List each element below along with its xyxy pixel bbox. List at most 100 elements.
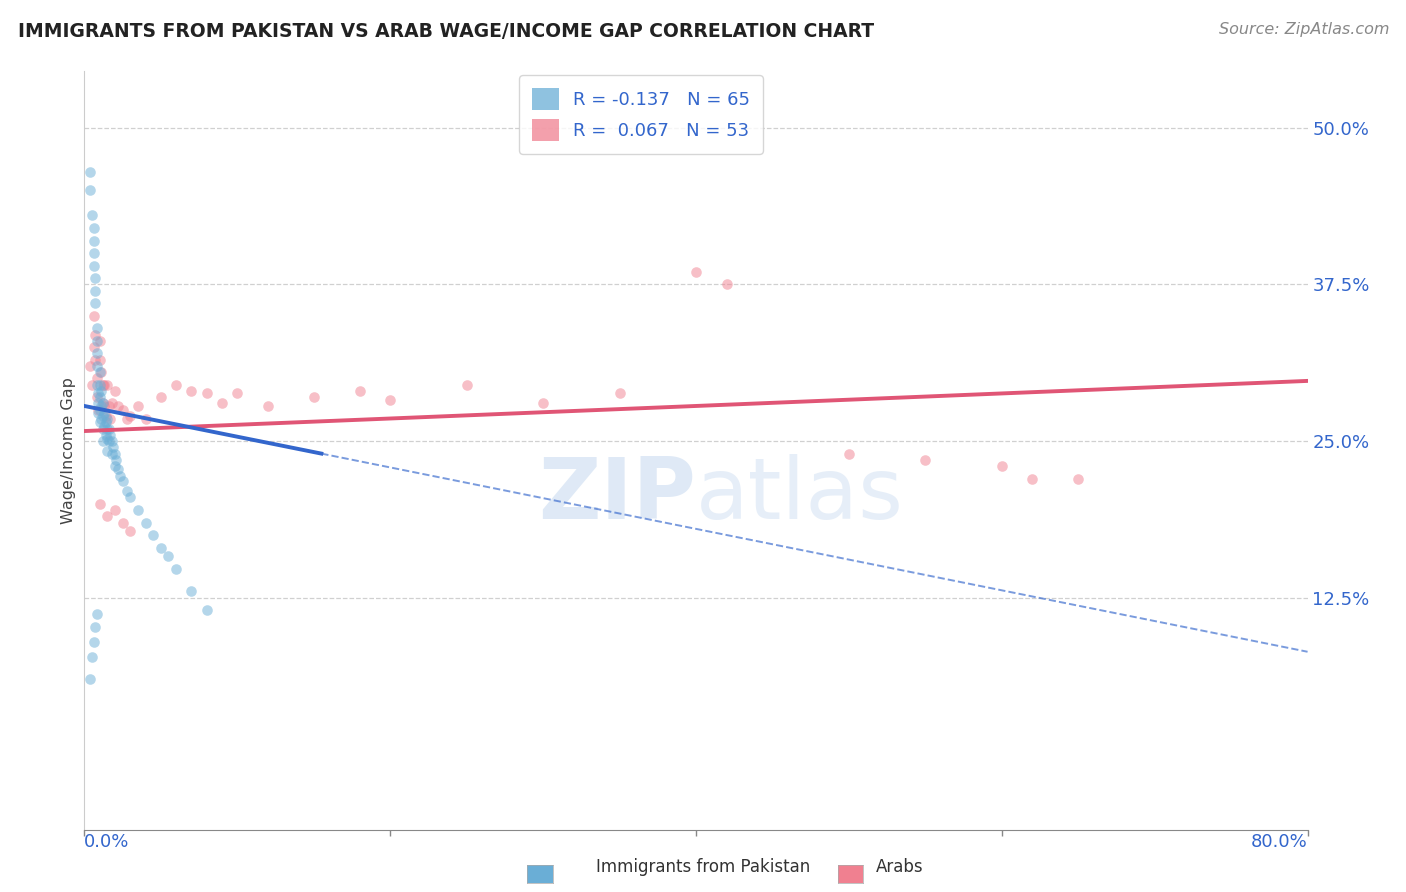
Legend: R = -0.137   N = 65, R =  0.067   N = 53: R = -0.137 N = 65, R = 0.067 N = 53 [519,75,763,153]
Point [86,346,108,360]
Point [101,434,124,448]
Point [83,221,105,235]
Point [98,411,121,425]
Point [211,396,233,410]
Point [107,399,129,413]
Point [89,415,111,429]
Point [226,386,249,401]
Point [86,607,108,621]
Point [257,399,280,413]
Point [86,371,108,385]
Point [79,183,101,197]
Point [93,399,115,413]
Point [135,516,157,530]
Point [83,340,105,354]
Point [91,396,114,410]
Point [91,421,114,435]
Point [93,377,115,392]
Point [87,386,110,401]
Point [86,321,108,335]
Point [91,396,114,410]
Point [89,334,111,348]
Point [84,327,107,342]
Point [89,390,111,404]
Point [96,421,118,435]
Point [83,634,105,648]
Point [80,377,103,392]
Point [101,447,124,461]
Point [89,352,111,367]
Point [89,402,111,417]
Point [87,396,110,410]
Y-axis label: Wage/Income Gap: Wage/Income Gap [60,377,76,524]
Point [349,384,371,398]
Point [104,459,127,474]
Point [96,509,118,524]
Text: Arabs: Arabs [876,858,924,876]
Point [84,284,107,298]
Text: Source: ZipAtlas.com: Source: ZipAtlas.com [1219,22,1389,37]
Point [96,432,118,446]
Point [135,411,157,425]
Point [93,419,115,434]
Point [80,649,103,664]
Point [1067,472,1090,486]
Point [91,377,114,392]
Point [89,497,111,511]
Point [716,277,738,292]
Point [83,246,105,260]
Point [104,447,127,461]
Text: 0.0%: 0.0% [84,833,129,851]
Point [1021,472,1043,486]
Point [89,377,111,392]
Point [84,352,107,367]
Point [149,390,172,404]
Point [98,427,121,442]
Point [80,209,103,223]
Point [120,491,142,505]
Point [87,402,110,417]
Text: 80.0%: 80.0% [1251,833,1308,851]
Point [86,359,108,373]
Point [120,409,142,423]
Point [79,164,101,178]
Point [86,334,108,348]
Point [120,524,142,539]
Point [103,440,125,454]
Point [101,396,124,410]
Point [97,434,120,448]
Point [115,411,138,425]
Point [108,469,131,483]
Point [94,415,117,429]
Point [157,549,180,564]
Point [97,421,120,435]
Point [111,516,134,530]
Text: Immigrants from Pakistan: Immigrants from Pakistan [596,858,810,876]
Point [90,399,112,413]
Point [531,396,554,410]
Point [180,384,202,398]
Point [93,407,115,421]
Point [94,427,117,442]
Point [195,603,218,617]
Point [86,377,108,392]
Point [104,384,127,398]
Text: ZIP: ZIP [538,454,696,538]
Point [142,528,165,542]
Point [89,365,111,379]
Point [84,619,107,633]
Point [97,399,120,413]
Point [105,453,128,467]
Point [302,390,325,404]
Point [91,434,114,448]
Point [111,402,134,417]
Point [165,377,187,392]
Point [84,271,107,285]
Point [90,384,112,398]
Point [127,503,149,517]
Point [96,377,118,392]
Point [90,365,112,379]
Point [914,453,936,467]
Point [149,541,172,555]
Text: IMMIGRANTS FROM PAKISTAN VS ARAB WAGE/INCOME GAP CORRELATION CHART: IMMIGRANTS FROM PAKISTAN VS ARAB WAGE/IN… [18,22,875,41]
